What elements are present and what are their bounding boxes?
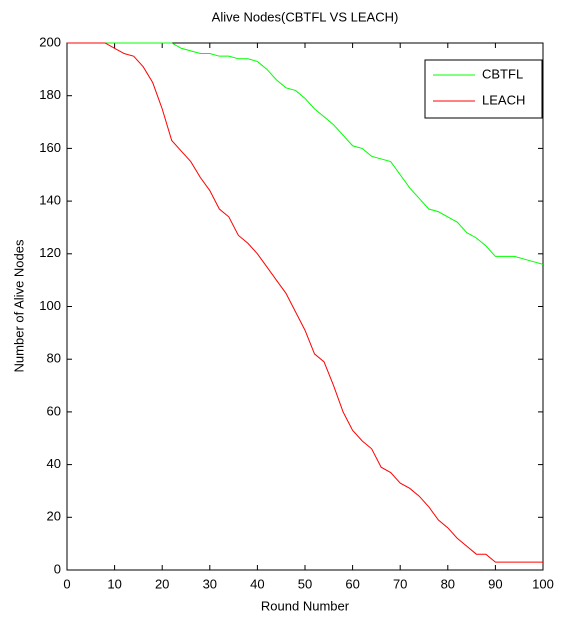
y-tick-label: 120 [39, 245, 61, 260]
x-tick-label: 50 [298, 576, 312, 591]
y-tick-label: 60 [47, 403, 61, 418]
y-tick-label: 100 [39, 298, 61, 313]
legend-box [424, 59, 543, 119]
y-tick-label: 80 [47, 351, 61, 366]
series-line [67, 42, 544, 265]
x-tick-label: 70 [393, 576, 407, 591]
x-tick-label: 60 [345, 576, 359, 591]
y-tick-label: 40 [47, 456, 61, 471]
series-line [67, 42, 543, 563]
x-tick-label: 40 [250, 576, 264, 591]
x-tick-label: 30 [203, 576, 217, 591]
y-tick-label: 140 [39, 193, 61, 208]
y-tick-label: 180 [39, 87, 61, 102]
x-tick-label: 80 [441, 576, 455, 591]
x-tick-label: 10 [107, 576, 121, 591]
chart-title: Alive Nodes(CBTFL VS LEACH) [212, 9, 399, 24]
y-tick-label: 200 [39, 34, 61, 49]
y-axis-label: Number of Alive Nodes [11, 239, 26, 372]
x-tick-label: 20 [155, 576, 169, 591]
x-tick-label: 90 [488, 576, 502, 591]
x-axis-label: Round Number [261, 598, 350, 613]
legend-label: CBTFL [482, 66, 523, 81]
legend-label: LEACH [482, 92, 525, 107]
x-tick-label: 100 [532, 576, 554, 591]
y-tick-label: 160 [39, 140, 61, 155]
y-tick-label: 0 [54, 561, 61, 576]
x-tick-label: 0 [63, 576, 70, 591]
y-tick-label: 20 [47, 509, 61, 524]
